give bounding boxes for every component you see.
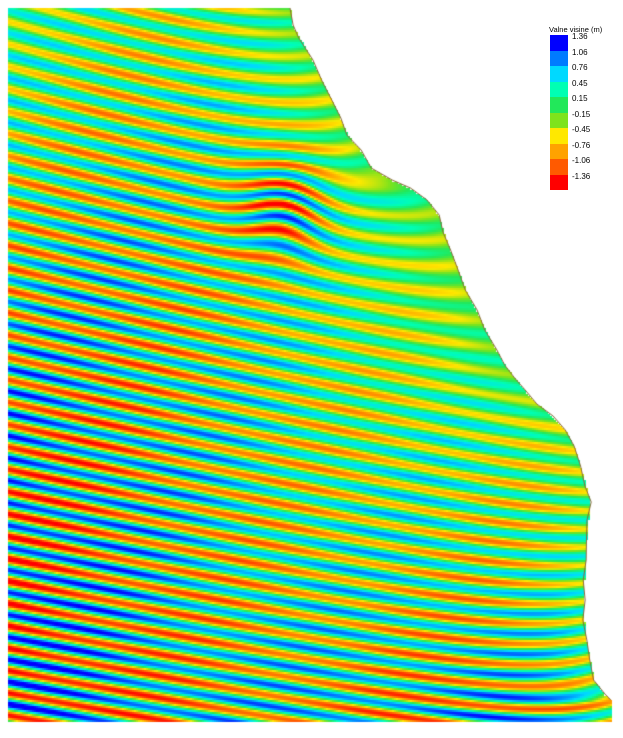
legend-item: -0.76 (550, 140, 620, 159)
legend-swatch (550, 143, 568, 159)
legend-item: 0.76 (550, 63, 620, 82)
legend-swatch (550, 128, 568, 144)
legend-swatch (550, 159, 568, 175)
legend-swatch (550, 112, 568, 128)
legend: Valne visine (m) 1.36 1.06 0.76 0.45 0.1… (549, 24, 620, 190)
legend-items: 1.36 1.06 0.76 0.45 0.15 -0.15 -0.45 -0 (550, 32, 620, 190)
legend-label: 1.06 (572, 47, 588, 57)
legend-swatch (550, 35, 568, 51)
legend-label: -0.15 (572, 109, 591, 119)
legend-swatch (550, 50, 568, 66)
legend-swatch (550, 174, 568, 190)
legend-label: 1.36 (572, 32, 588, 41)
legend-item: 0.45 (550, 78, 620, 97)
legend-label: 0.45 (572, 78, 588, 88)
legend-item: 1.36 (550, 32, 620, 51)
legend-swatch (550, 81, 568, 97)
legend-item: -0.45 (550, 125, 620, 144)
legend-label: -0.45 (572, 125, 591, 134)
legend-swatch (550, 97, 568, 113)
legend-item: -1.36 (550, 171, 620, 190)
legend-swatch (550, 66, 568, 82)
legend-item: -0.15 (550, 109, 620, 128)
legend-label: 0.76 (572, 63, 588, 72)
legend-label: -1.06 (572, 156, 591, 165)
legend-item: -1.06 (550, 156, 620, 175)
legend-item: 1.06 (550, 47, 620, 66)
legend-title: Valne visine (m) (549, 25, 603, 34)
legend-label: -1.36 (572, 171, 591, 181)
legend-label: -0.76 (572, 140, 591, 150)
legend-item: 0.15 (550, 94, 620, 113)
legend-label: 0.15 (572, 94, 588, 103)
